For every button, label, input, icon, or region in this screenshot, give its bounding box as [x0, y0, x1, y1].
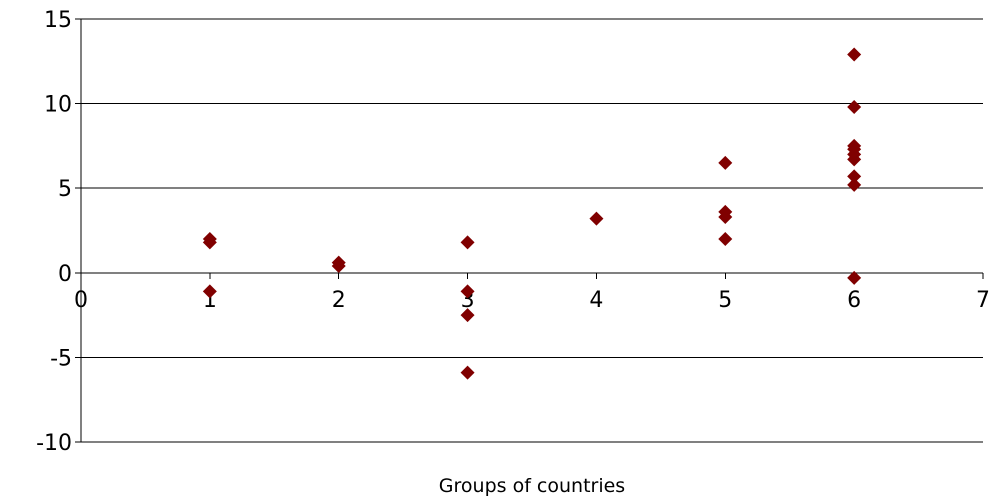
axes — [75, 18, 984, 443]
data-point — [718, 231, 733, 246]
data-points — [202, 47, 862, 380]
gridlines — [81, 18, 983, 443]
data-point — [847, 99, 862, 114]
x-tick-label: 0 — [74, 288, 88, 313]
x-tick-label: 2 — [332, 288, 346, 313]
data-point — [460, 308, 475, 323]
y-tick-label: 15 — [44, 8, 72, 33]
data-point — [718, 155, 733, 170]
data-point — [847, 169, 862, 184]
data-point — [202, 235, 217, 250]
data-point — [847, 152, 862, 167]
x-tick-label: 5 — [718, 288, 732, 313]
x-tick-label: 4 — [589, 288, 603, 313]
y-tick-label: 10 — [44, 93, 72, 118]
x-axis-title: Groups of countries — [439, 475, 625, 497]
y-tick-label: 0 — [58, 262, 72, 287]
y-tick-label: -5 — [50, 346, 72, 371]
data-point — [589, 211, 604, 226]
data-point — [202, 284, 217, 299]
data-point — [718, 209, 733, 224]
x-tick-label: 7 — [976, 288, 989, 313]
y-tick-label: 5 — [58, 177, 72, 202]
x-tick-label: 6 — [847, 288, 861, 313]
data-point — [847, 270, 862, 285]
data-point — [460, 365, 475, 380]
y-tick-label: -10 — [36, 431, 72, 456]
data-point — [847, 47, 862, 62]
data-point — [460, 235, 475, 250]
y-tick-labels: -10 -5 0 5 10 15 — [36, 8, 72, 456]
data-point — [460, 284, 475, 299]
data-point — [847, 177, 862, 192]
data-point — [331, 259, 346, 274]
